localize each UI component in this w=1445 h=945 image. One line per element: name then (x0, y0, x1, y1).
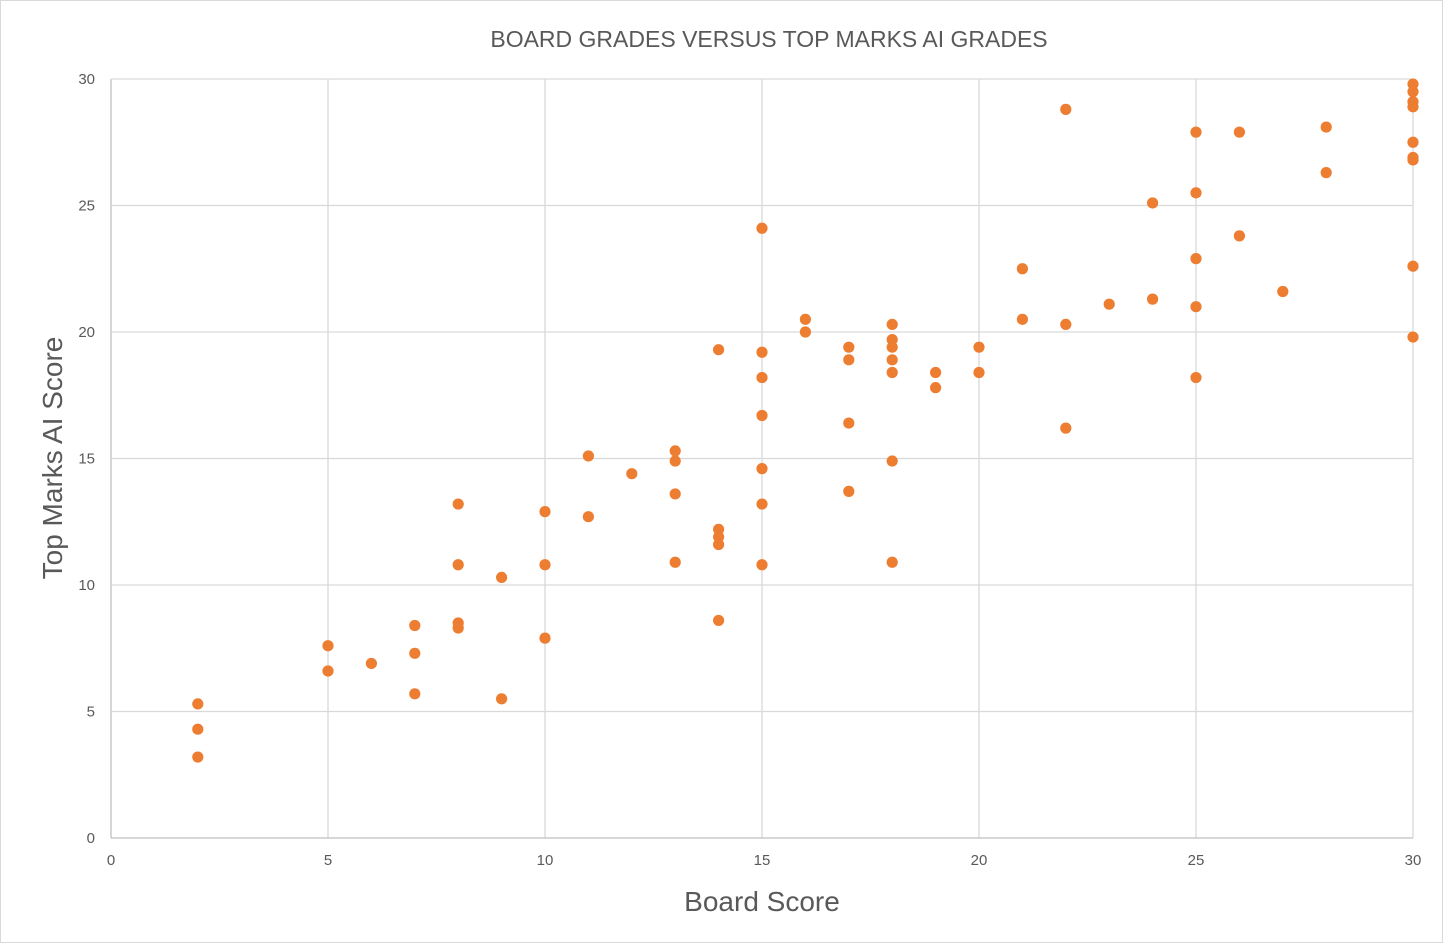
data-point (1233, 126, 1245, 138)
data-point (886, 354, 898, 366)
data-point (886, 341, 898, 353)
data-point (192, 698, 204, 710)
data-point (582, 511, 595, 523)
data-point (1060, 318, 1072, 331)
data-point (973, 341, 985, 353)
data-point (1016, 313, 1028, 325)
data-point (756, 463, 768, 475)
data-point (496, 693, 508, 705)
data-point (365, 657, 377, 670)
data-point (1190, 371, 1202, 384)
data-point (539, 506, 551, 518)
x-tick-label: 25 (1188, 852, 1205, 869)
chart-title: BOARD GRADES VERSUS TOP MARKS AI GRADES (490, 26, 1047, 52)
data-point (1190, 126, 1202, 138)
data-point (1407, 101, 1419, 113)
data-point (1060, 103, 1072, 115)
data-point (843, 485, 855, 497)
data-point (1407, 154, 1419, 166)
data-point (626, 468, 638, 480)
data-point (1060, 422, 1072, 434)
data-point (1320, 167, 1332, 179)
data-point (452, 622, 464, 634)
data-point (973, 366, 985, 379)
data-point (843, 341, 855, 353)
data-point (1147, 293, 1159, 305)
y-axis-title: Top Marks AI Score (37, 337, 68, 580)
data-point (1320, 121, 1332, 133)
data-point (1016, 263, 1028, 275)
data-point (669, 556, 681, 568)
data-point (756, 559, 768, 571)
y-tick-label: 5 (87, 704, 95, 721)
data-points (192, 78, 1419, 763)
data-point (322, 665, 334, 677)
data-point (539, 559, 551, 571)
data-point (1190, 187, 1202, 199)
data-point (713, 614, 725, 627)
x-tick-label: 5 (324, 852, 332, 869)
data-point (843, 354, 855, 366)
data-point (843, 417, 855, 429)
x-tick-label: 30 (1405, 852, 1422, 869)
y-tick-label: 0 (87, 830, 95, 847)
y-tick-label: 25 (78, 198, 95, 215)
y-tick-label: 15 (78, 451, 95, 468)
data-point (409, 647, 421, 659)
y-tick-label: 30 (78, 71, 95, 88)
data-point (322, 640, 334, 652)
data-point (756, 409, 768, 422)
data-point (1407, 331, 1419, 343)
y-tick-label: 20 (78, 324, 95, 341)
data-point (1407, 260, 1419, 272)
data-point (1277, 285, 1289, 298)
data-point (452, 559, 464, 571)
data-point (192, 723, 204, 735)
data-point (1233, 230, 1245, 242)
data-point (1407, 86, 1419, 98)
data-point (409, 688, 421, 700)
data-point (582, 450, 595, 462)
data-point (1147, 197, 1159, 209)
x-tick-label: 0 (107, 852, 115, 869)
data-point (756, 346, 768, 358)
data-point (1190, 301, 1202, 313)
data-point (756, 222, 768, 234)
data-point (496, 571, 508, 584)
data-point (192, 751, 204, 763)
x-tick-label: 20 (971, 852, 988, 869)
data-point (713, 344, 725, 356)
y-tick-label: 10 (78, 577, 95, 594)
data-point (799, 326, 812, 338)
data-point (799, 313, 812, 325)
data-point (886, 366, 898, 379)
data-point (886, 556, 898, 568)
data-point (669, 488, 681, 500)
data-point (452, 498, 464, 510)
data-point (886, 318, 898, 331)
data-point (669, 445, 681, 457)
grid-lines (110, 78, 1414, 839)
data-point (930, 382, 942, 394)
data-point (409, 619, 421, 632)
data-point (930, 366, 942, 379)
tick-labels: 0 5 10 15 20 25 30 0 5 10 15 20 25 30 (78, 71, 1421, 869)
data-point (539, 632, 551, 644)
x-tick-label: 15 (754, 852, 771, 869)
data-point (1190, 253, 1202, 265)
x-axis-title: Board Score (684, 886, 840, 917)
data-point (756, 498, 768, 510)
data-point (713, 538, 725, 551)
data-point (886, 455, 898, 467)
data-point (756, 371, 768, 384)
data-point (1407, 136, 1419, 148)
x-tick-label: 10 (537, 852, 554, 869)
data-point (669, 455, 681, 467)
data-point (1103, 298, 1115, 310)
